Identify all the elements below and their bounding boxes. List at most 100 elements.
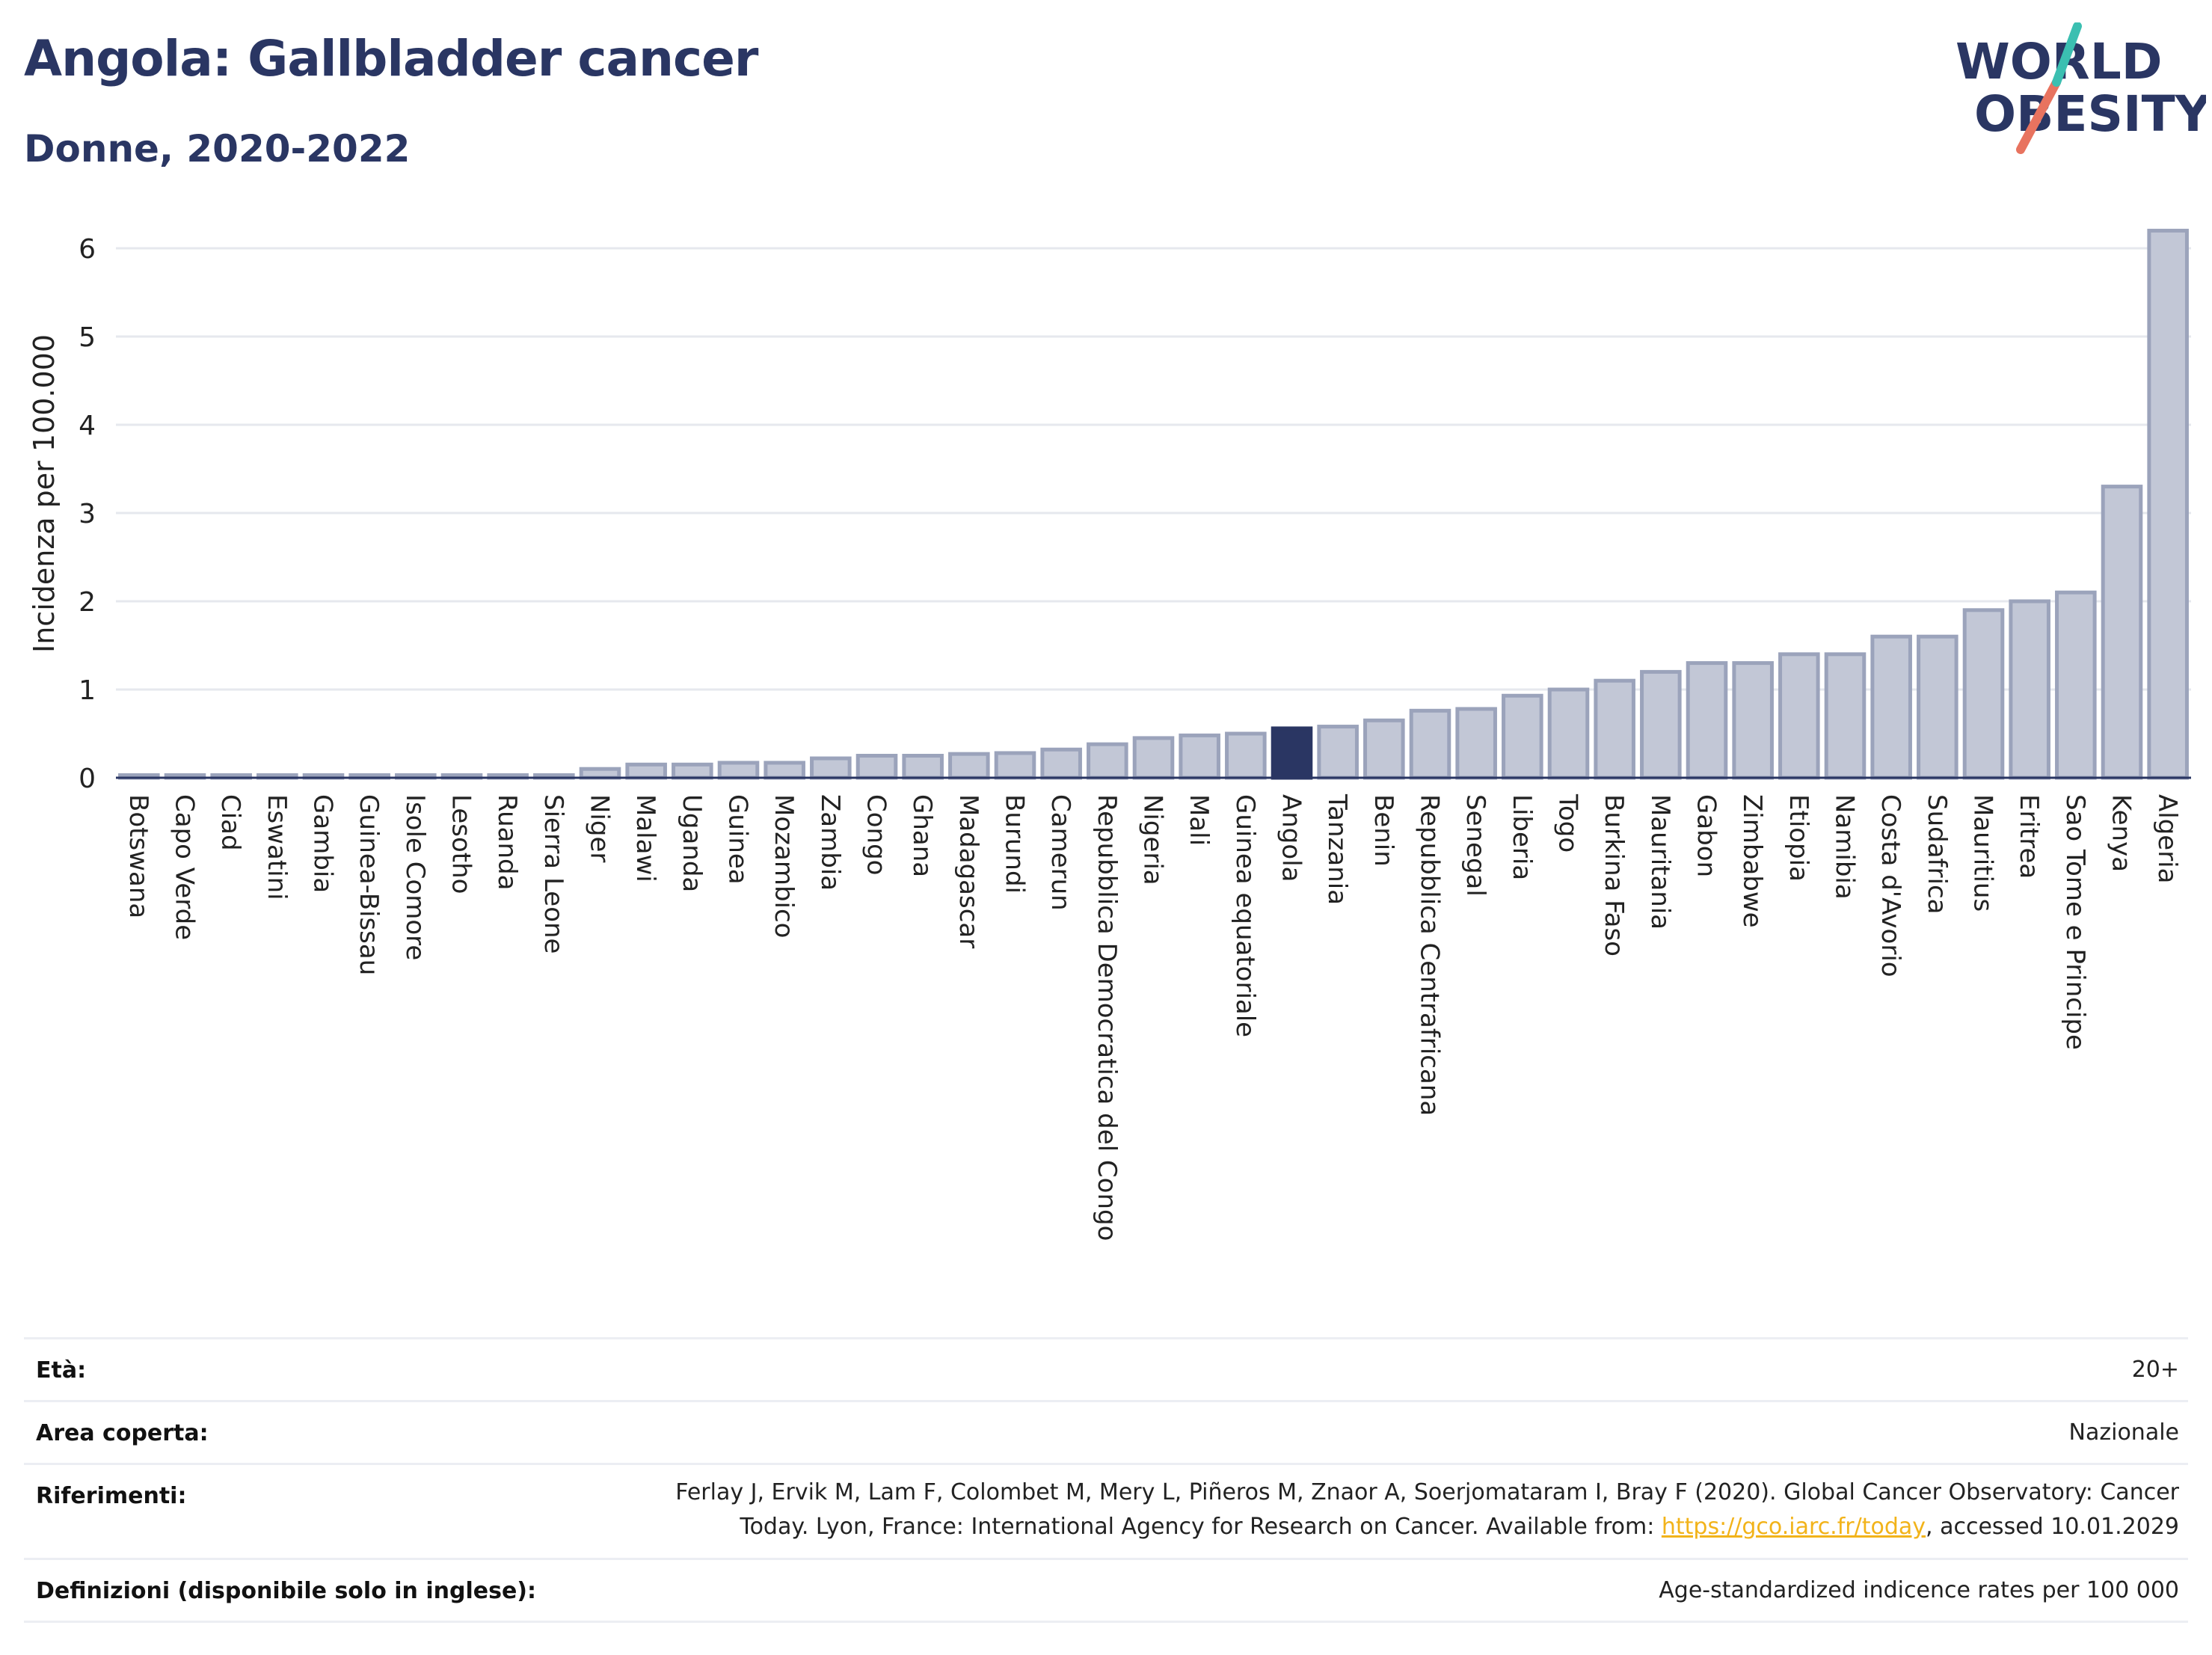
references-label: Riferimenti: [36, 1483, 187, 1509]
x-tick-label: Gabon [1692, 794, 1721, 877]
x-tick-label: Eswatini [262, 794, 292, 900]
y-tick-label: 1 [79, 675, 96, 706]
x-tick-label: Sudafrica [1922, 794, 1952, 914]
y-tick-label: 2 [79, 587, 96, 618]
x-tick-label: Algeria [2152, 794, 2182, 883]
x-tick-label: Malawi [630, 794, 660, 882]
references-value: Ferlay J, Ervik M, Lam F, Colombet M, Me… [675, 1476, 2179, 1544]
bar [1409, 708, 1451, 780]
x-tick-label: Camerun [1045, 794, 1075, 911]
x-tick-label: Ruanda [492, 794, 522, 890]
bar [1363, 718, 1405, 780]
area-label: Area coperta: [36, 1420, 209, 1446]
x-tick-label: Isole Comore [400, 794, 430, 960]
x-tick-label: Sao Tome e Principe [2060, 794, 2090, 1050]
x-tick-label: Ciad [215, 794, 245, 851]
x-tick-label: Zambia [815, 794, 845, 891]
x-tick-label: Capo Verde [170, 794, 200, 940]
x-tick-label: Sierra Leone [538, 794, 568, 954]
references-link[interactable]: https://gco.iarc.fr/today [1661, 1514, 1926, 1540]
bar [1962, 608, 2005, 780]
references-line1: Ferlay J, Ervik M, Lam F, Colombet M, Me… [675, 1479, 2179, 1505]
x-tick-label: Namibia [1830, 794, 1860, 900]
x-tick-label: Burkina Faso [1599, 794, 1629, 957]
bar [1087, 742, 1128, 780]
bar [1686, 661, 1728, 780]
bar [1778, 652, 1820, 780]
y-axis-label: Incidenza per 100.000 [28, 334, 61, 653]
x-tick-label: Benin [1368, 794, 1398, 867]
bar [625, 762, 667, 780]
x-axis-labels: Botswana Capo Verde Ciad Eswatini Gambia Guin… [123, 793, 2182, 1241]
references-text: Today. Lyon, France: International Agenc… [740, 1514, 1662, 1540]
x-tick-label: Mauritania [1645, 794, 1675, 930]
bar [579, 767, 621, 780]
bar [717, 761, 760, 780]
y-tick-label: 6 [79, 234, 96, 265]
bar [1824, 652, 1867, 780]
y-tick-label: 0 [79, 764, 96, 794]
bar [1040, 747, 1082, 780]
x-tick-label: Etiopia [1784, 794, 1813, 882]
y-tick-label: 3 [79, 499, 96, 529]
bar [1870, 634, 1912, 780]
bar [2101, 485, 2143, 780]
bar [2147, 228, 2189, 780]
info-row-age: Età: 20+ [24, 1339, 2188, 1402]
x-tick-label: Zimbabwe [1737, 794, 1767, 928]
x-tick-label: Ghana [907, 794, 937, 877]
bar [1502, 693, 1543, 780]
info-row-area: Area coperta: Nazionale [24, 1402, 2188, 1465]
bars [118, 228, 2189, 780]
info-row-references: Riferimenti: Ferlay J, Ervik M, Lam F, C… [24, 1465, 2188, 1560]
x-tick-label: Liberia [1507, 794, 1537, 880]
x-tick-label: Lesotho [446, 794, 476, 894]
info-row-definitions: Definizioni (disponibile solo in inglese… [24, 1560, 2188, 1623]
age-value: 20+ [2131, 1357, 2179, 1383]
gridlines [116, 247, 2191, 691]
x-tick-label: Guinea-Bissau [354, 794, 384, 975]
references-line2: Today. Lyon, France: International Agenc… [675, 1510, 2179, 1544]
bar [1917, 634, 1958, 780]
x-tick-label: Kenya [2107, 794, 2136, 872]
x-tick-label: Eritrea [2014, 794, 2044, 879]
x-tick-label: Mauritius [1968, 794, 1998, 912]
x-tick-label: Guinea equatoriale [1230, 794, 1260, 1037]
page-subtitle: Donne, 2020-2022 [24, 127, 411, 171]
bar [994, 751, 1036, 780]
x-tick-label: Nigeria [1138, 794, 1168, 885]
y-axis-ticks: 0 1 2 3 4 5 6 [79, 234, 96, 794]
x-tick-label: Tanzania [1322, 793, 1352, 905]
page-title: Angola: Gallbladder cancer [24, 30, 758, 87]
x-tick-label: Mozambico [769, 794, 799, 938]
bar [1225, 731, 1267, 780]
logo-line2: OBESITY [1974, 85, 2206, 143]
bar [1455, 707, 1497, 780]
age-label: Età: [36, 1357, 87, 1384]
x-tick-label: Niger [585, 794, 615, 862]
info-table: Età: 20+ Area coperta: Nazionale Riferim… [24, 1337, 2188, 1623]
bar [855, 754, 898, 780]
x-tick-label: Guinea [723, 794, 753, 885]
bar-highlight [1271, 726, 1313, 780]
x-tick-label: Madagascar [953, 794, 983, 948]
x-tick-label: Mali [1184, 794, 1214, 846]
bar [1732, 661, 1774, 780]
definitions-value: Age-standardized indicence rates per 100… [1659, 1577, 2179, 1603]
x-tick-label: Gambia [308, 794, 338, 893]
x-tick-label: Congo [861, 794, 891, 875]
world-obesity-logo: WORLD OBESITY [1956, 22, 2206, 154]
x-tick-label: Repubblica Democratica del Congo [1092, 794, 1122, 1241]
x-tick-label: Senegal [1460, 794, 1490, 897]
bar [2009, 599, 2050, 780]
bar-chart: 0 1 2 3 4 5 6 Incidenza per 100.000 Botswana Ca… [28, 228, 2191, 1241]
logo-slash-teal [2052, 22, 2082, 87]
references-accessed: , accessed 10.01.2029 [1926, 1514, 2179, 1540]
bar [902, 754, 944, 780]
bar [1547, 687, 1590, 780]
x-tick-label: Costa d'Avorio [1875, 794, 1905, 977]
y-tick-label: 4 [79, 411, 96, 441]
logo-slash-coral [2016, 78, 2061, 154]
bar [672, 762, 713, 780]
bar [764, 761, 805, 780]
